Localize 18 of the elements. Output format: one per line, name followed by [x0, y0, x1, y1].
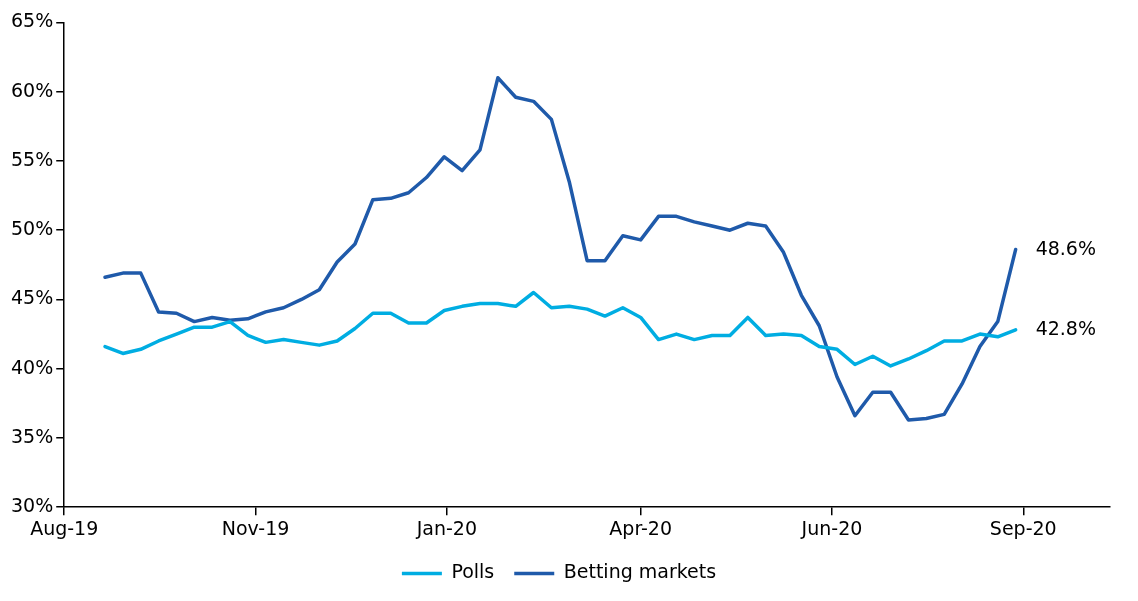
y-tick-label: 50% [11, 217, 54, 240]
y-tick-label: 65% [11, 9, 54, 32]
y-tick-label: 55% [11, 147, 54, 170]
y-tick-label: 60% [11, 78, 54, 101]
x-tick-label: Jun-20 [800, 516, 863, 539]
y-tick-label: 35% [11, 424, 54, 447]
x-tick-label: Nov-19 [221, 516, 290, 539]
legend-label: Polls [451, 560, 495, 583]
annotation: 42.8% [1035, 316, 1096, 339]
y-tick-label: 45% [11, 286, 54, 309]
x-tick-label: Apr-20 [609, 516, 673, 539]
annotation: 48.6% [1035, 236, 1096, 259]
y-tick-label: 30% [11, 494, 54, 517]
x-tick-label: Sep-20 [989, 516, 1057, 539]
legend-label: Betting markets [563, 560, 717, 583]
y-tick-label: 40% [11, 355, 54, 378]
x-tick-label: Jan-20 [415, 516, 477, 539]
x-tick-label: Aug-19 [30, 516, 99, 539]
